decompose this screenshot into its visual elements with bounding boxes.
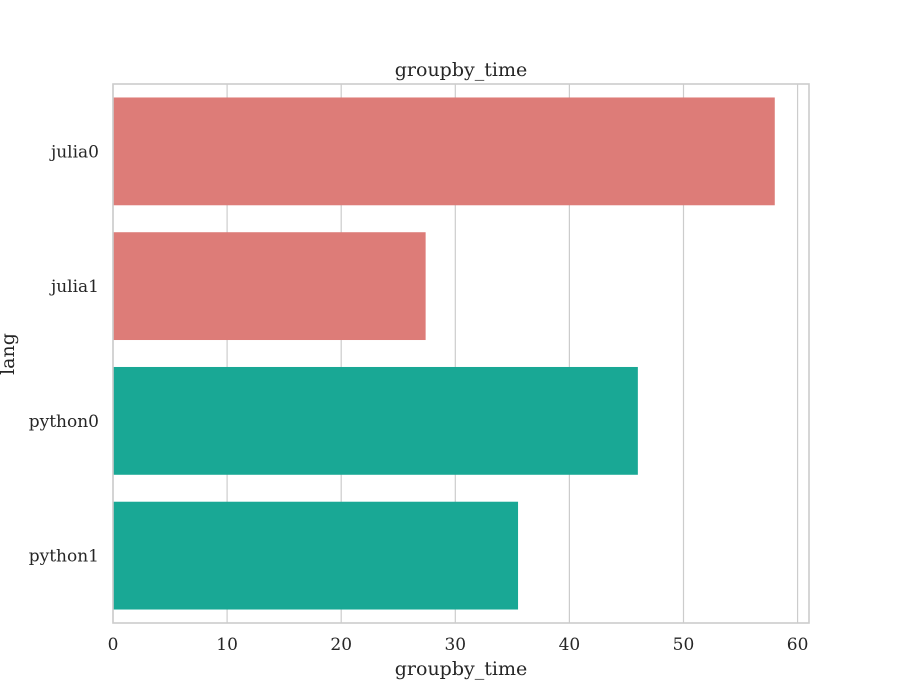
y-tick-label: julia0 [49, 142, 99, 162]
x-tick-labels: 0 10 20 30 40 50 60 [108, 635, 809, 655]
x-tick-label: 40 [559, 635, 581, 655]
bar-julia1 [113, 232, 426, 341]
y-tick-label: python1 [29, 547, 99, 567]
y-tick-label: python0 [29, 412, 99, 432]
bar-julia0 [113, 97, 775, 206]
chart-title: groupby_time [395, 59, 527, 81]
y-tick-label: julia1 [49, 277, 99, 297]
x-tick-label: 0 [108, 635, 119, 655]
x-tick-label: 50 [673, 635, 695, 655]
x-tick-label: 10 [216, 635, 238, 655]
y-tick-labels: julia0 julia1 python0 python1 [29, 142, 99, 566]
plot-frame [112, 83, 810, 624]
x-tick-label: 30 [444, 635, 466, 655]
x-tick-label: 20 [330, 635, 352, 655]
x-axis-label: groupby_time [395, 658, 527, 680]
bar-python0 [113, 366, 638, 475]
bar-python1 [113, 501, 519, 610]
bars [113, 97, 775, 610]
y-axis-label: lang [0, 333, 19, 375]
x-tick-label: 60 [787, 635, 809, 655]
